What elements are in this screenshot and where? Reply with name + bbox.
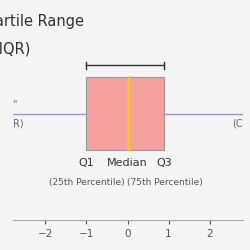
Text: (C: (C: [232, 118, 242, 128]
Text: Interquartile Range: Interquartile Range: [0, 14, 84, 29]
Text: ": ": [12, 99, 17, 109]
Text: R): R): [12, 118, 23, 128]
Text: Q3: Q3: [156, 158, 172, 168]
Text: (25th Percentile): (25th Percentile): [48, 178, 124, 186]
Text: (IQR): (IQR): [0, 42, 31, 56]
Text: (75th Percentile): (75th Percentile): [126, 178, 202, 186]
Bar: [86, 77, 164, 150]
Text: Median: Median: [107, 158, 148, 168]
Text: Q1: Q1: [78, 158, 94, 168]
